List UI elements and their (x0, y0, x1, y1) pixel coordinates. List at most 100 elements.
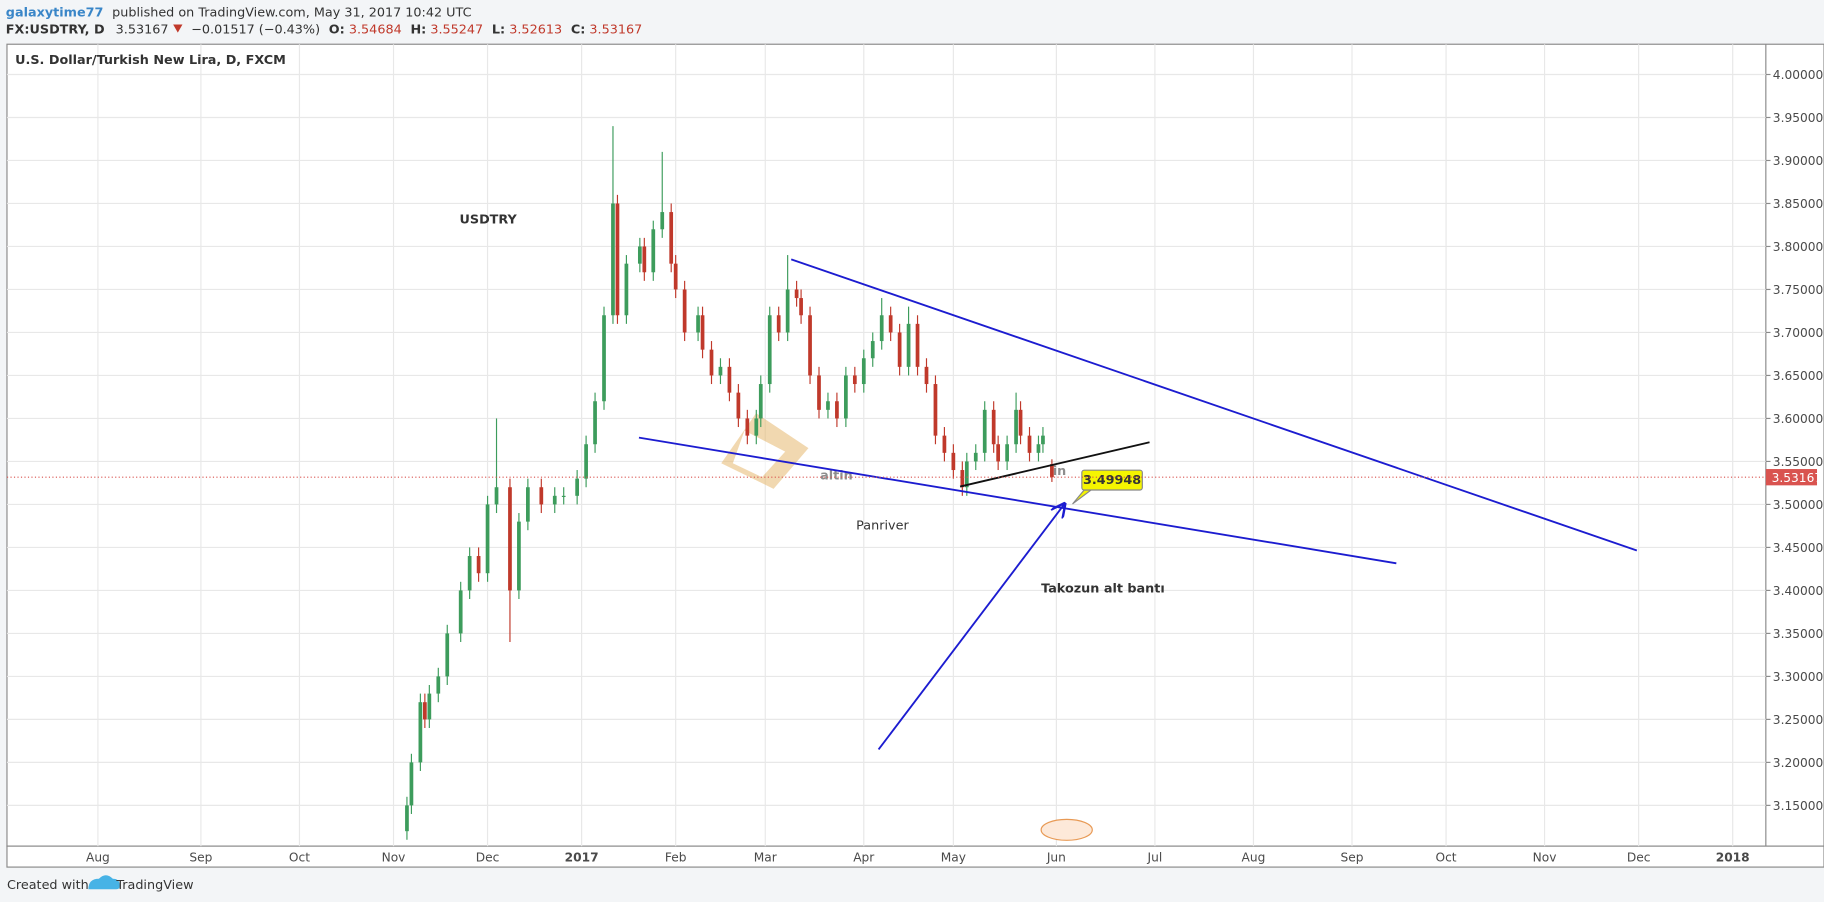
candle-body (436, 676, 441, 694)
down-triangle (173, 24, 183, 33)
ohlc-label: O: (329, 23, 345, 38)
trend-line (959, 441, 1150, 488)
watermark-logo (732, 430, 786, 478)
y-tick-label: 3.30000 (1773, 670, 1823, 684)
candle-body (637, 246, 642, 264)
candles (405, 126, 1054, 840)
watermark: altin in (721, 413, 1066, 489)
candle-body (673, 263, 678, 290)
candle-body (709, 349, 714, 376)
annotation: USDTRY (459, 212, 517, 227)
last-price-label: 3.53167 (1772, 471, 1822, 485)
candle-body (405, 805, 409, 832)
y-tick-label: 3.40000 (1773, 584, 1823, 598)
y-tick-label: 3.35000 (1773, 627, 1823, 641)
candle-body (758, 384, 763, 419)
candle-body (826, 401, 830, 410)
annotation: Takozun alt bantı (1041, 581, 1165, 596)
x-tick-label: Oct (1435, 850, 1456, 864)
candle-body (552, 495, 557, 505)
y-tick-label: 3.95000 (1773, 111, 1823, 125)
arrow (877, 504, 1065, 751)
candle-body (494, 487, 499, 505)
candle-body (996, 444, 1001, 462)
trend-line (790, 258, 1638, 552)
candle-body (696, 315, 700, 333)
candle-body (458, 590, 463, 634)
ohlc-label: C: (571, 23, 585, 38)
candle-body (1050, 464, 1054, 478)
x-tick-label: May (941, 850, 966, 864)
x-tick-label: Mar (754, 850, 778, 864)
candle-body (951, 452, 956, 471)
candle-body (767, 315, 772, 385)
candle-body (526, 487, 530, 522)
candle-body (870, 341, 875, 359)
watermark-name: Panriver (856, 519, 909, 534)
x-tick-label: Aug (1242, 850, 1266, 864)
candle-body (517, 521, 521, 591)
candle-body (888, 315, 893, 333)
candle-body (669, 212, 674, 264)
ohlc-value: 3.52613 (509, 23, 562, 38)
ohlc-label: H: (410, 23, 426, 38)
candle-body (915, 323, 920, 367)
y-tick-label: 4.00000 (1773, 68, 1823, 82)
candle-body (485, 504, 490, 574)
candle-body (776, 315, 781, 333)
y-tick-label: 3.15000 (1773, 799, 1823, 813)
candle-body (700, 315, 705, 350)
candle-body (991, 409, 996, 445)
x-tick-label: Apr (853, 850, 875, 864)
candle-body (973, 452, 978, 462)
last-price: 3.53167 (116, 23, 169, 38)
candle-body (1036, 444, 1041, 453)
tv-logo (88, 875, 120, 890)
y-tick-label: 3.85000 (1773, 197, 1823, 211)
candle-body (418, 702, 423, 763)
candle-body (964, 461, 969, 488)
trend-line (638, 436, 1397, 565)
candle-body (422, 702, 427, 720)
y-tick-label: 3.90000 (1773, 154, 1823, 168)
candle-body (799, 298, 803, 316)
x-tick-label: Jun (1046, 850, 1066, 864)
symbol: FX:USDTRY, D (6, 23, 105, 38)
published: published on TradingView.com, May 31, 20… (112, 5, 471, 20)
candle-body (682, 289, 687, 333)
last-price-tag (1765, 469, 1818, 486)
watermark-text: in (1053, 464, 1066, 479)
candle-body (942, 435, 947, 453)
candle-body (718, 366, 723, 376)
candle-body (906, 323, 911, 367)
chart-title: U.S. Dollar/Turkish New Lira, D, FXCM (15, 53, 286, 68)
candle-body (660, 212, 665, 230)
x-tick-label: Dec (476, 850, 500, 864)
candle-body (615, 203, 620, 316)
ohlc-value: 3.55247 (430, 23, 483, 38)
header-line-2: FX:USDTRY, D 3.53167 −0.01517 (−0.43%) O… (6, 23, 642, 38)
candle-body (785, 289, 790, 333)
footer-link[interactable]: TradingView (115, 878, 193, 893)
callout-box (1081, 469, 1143, 491)
candle-body (1014, 409, 1018, 445)
callout-label: 3.49948 (1083, 473, 1141, 488)
y-tick-label: 3.75000 (1773, 283, 1823, 297)
candle-body (575, 478, 580, 496)
candle-body (754, 418, 759, 436)
x-tick-label: 2017 (565, 850, 599, 864)
y-tick-label: 3.25000 (1773, 713, 1823, 727)
y-tick-label: 3.65000 (1773, 369, 1823, 383)
x-tick-label: Jul (1147, 850, 1163, 864)
header-line-1: galaxytime77 published on TradingView.co… (6, 5, 472, 20)
candle-body (467, 556, 472, 591)
author-link[interactable]: galaxytime77 (6, 5, 104, 20)
y-tick-label: 3.80000 (1773, 240, 1823, 254)
drawings (638, 258, 1638, 751)
candle-body (852, 375, 857, 385)
candle-body (624, 263, 629, 316)
candle-body (593, 401, 597, 445)
chart-pane (6, 43, 1824, 847)
y-tick-label: 3.50000 (1773, 498, 1823, 512)
